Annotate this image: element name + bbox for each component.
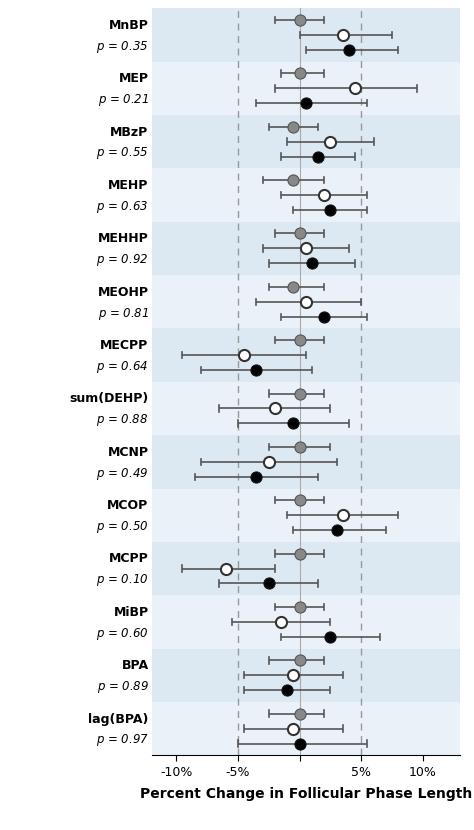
X-axis label: Percent Change in Follicular Phase Length: Percent Change in Follicular Phase Lengt…	[140, 787, 472, 801]
Text: lag(BPA): lag(BPA)	[88, 712, 149, 725]
Bar	[152, 115, 460, 168]
Text: $p$ = 0.92: $p$ = 0.92	[96, 252, 149, 268]
Text: BPA: BPA	[121, 659, 149, 672]
Bar	[152, 8, 460, 61]
Text: MECPP: MECPP	[100, 339, 149, 352]
Bar	[152, 61, 460, 115]
Bar	[152, 542, 460, 595]
Text: MCOP: MCOP	[107, 499, 149, 512]
Bar	[152, 275, 460, 329]
Bar	[152, 168, 460, 222]
Text: $p$ = 0.49: $p$ = 0.49	[96, 466, 149, 481]
Text: $p$ = 0.64: $p$ = 0.64	[97, 359, 149, 375]
Bar	[152, 382, 460, 435]
Bar	[152, 489, 460, 542]
Text: MnBP: MnBP	[109, 19, 149, 32]
Text: $p$ = 0.35: $p$ = 0.35	[96, 39, 149, 55]
Text: sum(DEHP): sum(DEHP)	[69, 393, 149, 405]
Text: $p$ = 0.88: $p$ = 0.88	[96, 413, 149, 428]
Bar	[152, 435, 460, 489]
Text: MEHHP: MEHHP	[98, 232, 149, 246]
Text: $p$ = 0.55: $p$ = 0.55	[96, 145, 149, 161]
Text: $p$ = 0.50: $p$ = 0.50	[96, 519, 149, 535]
Text: MiBP: MiBP	[113, 606, 149, 619]
Text: $p$ = 0.97: $p$ = 0.97	[96, 732, 149, 749]
Text: MCPP: MCPP	[109, 553, 149, 565]
Text: $p$ = 0.10: $p$ = 0.10	[96, 573, 149, 588]
Bar	[152, 648, 460, 702]
Text: MEHP: MEHP	[108, 179, 149, 192]
Text: $p$ = 0.89: $p$ = 0.89	[97, 679, 149, 695]
Text: $p$ = 0.63: $p$ = 0.63	[96, 199, 149, 215]
Text: MEOHP: MEOHP	[98, 286, 149, 299]
Bar	[152, 595, 460, 648]
Bar	[152, 329, 460, 382]
Text: MEP: MEP	[118, 72, 149, 85]
Bar	[152, 222, 460, 275]
Text: $p$ = 0.81: $p$ = 0.81	[98, 305, 149, 321]
Text: MBzP: MBzP	[110, 125, 149, 139]
Bar	[152, 702, 460, 755]
Text: $p$ = 0.21: $p$ = 0.21	[98, 92, 149, 108]
Text: $p$ = 0.60: $p$ = 0.60	[96, 626, 149, 642]
Text: MCNP: MCNP	[108, 446, 149, 459]
